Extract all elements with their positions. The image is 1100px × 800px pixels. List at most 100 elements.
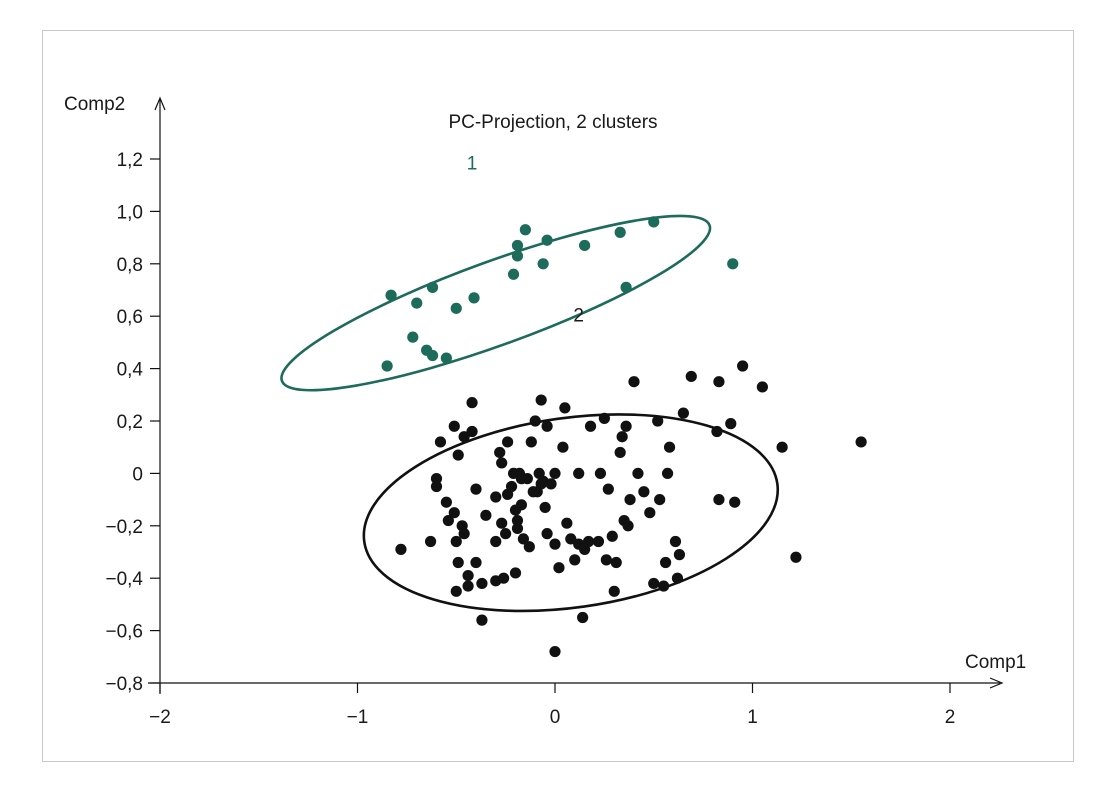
cluster-2-point (573, 467, 585, 479)
y-tick-label: 1,2 (117, 150, 143, 171)
cluster-2-point (711, 425, 723, 438)
cluster-2-point (442, 514, 454, 527)
cluster-2-point (663, 441, 676, 453)
cluster-2-point (602, 483, 614, 495)
cluster-1-point (541, 234, 553, 246)
cluster-2-point (452, 556, 464, 569)
cluster-2-point (395, 543, 407, 555)
cluster-2-point (652, 415, 664, 427)
cluster-2-point (448, 507, 460, 519)
cluster-2-point (671, 572, 684, 584)
cluster-2-point (549, 467, 561, 479)
cluster-2-point (654, 494, 666, 506)
cluster-2-point (713, 494, 725, 506)
cluster-2-point (525, 436, 537, 448)
cluster-2-point (496, 457, 508, 469)
cluster-1-point (614, 226, 626, 238)
cluster-2-point (470, 483, 482, 495)
cluster-2-point (620, 420, 632, 432)
cluster-2-point (450, 535, 462, 548)
cluster-2-point (500, 528, 512, 540)
cluster-1-ellipse (280, 214, 712, 392)
cluster-2-point (644, 507, 656, 519)
cluster-2-point (616, 431, 628, 443)
cluster-2-point (539, 501, 551, 514)
cluster-2-point (614, 446, 626, 459)
cluster-1-point (426, 349, 439, 362)
cluster-2-point (638, 486, 650, 498)
cluster-2-point (569, 554, 581, 566)
cluster-2-point (496, 517, 508, 529)
cluster-2-point (582, 535, 595, 548)
cluster-1-point (648, 216, 660, 228)
cluster-2-point (430, 480, 443, 493)
cluster-2-point (535, 394, 547, 406)
cluster-2-point (610, 556, 622, 569)
cluster-2-point (541, 420, 553, 432)
cluster-2-point (480, 509, 492, 521)
cluster-1-point (511, 250, 524, 262)
y-tick-label: 0 (132, 464, 143, 485)
cluster-2-point (592, 535, 605, 548)
cluster-2-point (498, 572, 510, 584)
cluster-2-point (559, 402, 571, 414)
cluster-ellipses (280, 214, 780, 613)
x-axis-arrow (989, 677, 1004, 689)
cluster-2-point (557, 441, 569, 453)
cluster-1-point (440, 352, 452, 364)
cluster-2-point (458, 431, 470, 443)
cluster-2-point (565, 533, 577, 545)
cluster-2-point (725, 418, 737, 430)
cluster-2-point (713, 376, 725, 388)
cluster-1-point (579, 239, 591, 252)
cluster-1-point (385, 289, 397, 301)
cluster-2-point (737, 360, 749, 372)
cluster-2-point (470, 556, 482, 569)
cluster-2-point (661, 467, 674, 479)
cluster-2-point (511, 522, 524, 535)
axes (148, 96, 1004, 694)
ticks: −2 −1 0 1 21,21,00,80,60,40,20−0,2−0,4−0,6−0… (105, 150, 955, 728)
cluster-2-point (549, 538, 561, 550)
cluster-2-point (490, 535, 502, 548)
cluster-2-point (517, 533, 530, 545)
cluster-2-point (462, 569, 474, 582)
cluster-2-point (561, 517, 573, 529)
x-tick-label: 2 (945, 707, 956, 728)
cluster-2-point (577, 611, 589, 624)
x-axis-label: Comp1 (965, 652, 1026, 673)
cluster-label-1: 1 (467, 153, 478, 174)
cluster-2-point (434, 436, 447, 448)
y-tick-label: 0,8 (117, 255, 143, 276)
cluster-2-point (553, 562, 565, 574)
cluster-labels: 12 (467, 153, 584, 326)
y-tick-label: 0,2 (117, 412, 143, 433)
y-tick-label: −0,4 (105, 569, 143, 590)
cluster-2-point (600, 554, 612, 566)
cluster-1-point (468, 292, 480, 304)
cluster-1-point (407, 331, 419, 343)
cluster-2-point (628, 376, 640, 388)
y-axis-arrow (154, 96, 166, 111)
cluster-2-point (606, 530, 618, 542)
cluster-2-point (509, 567, 522, 579)
cluster-1-point (426, 281, 439, 293)
y-tick-label: −0,8 (105, 674, 143, 695)
cluster-2-point (523, 541, 535, 553)
cluster-2-point (521, 473, 533, 485)
cluster-2-point (452, 449, 464, 461)
cluster-2-point (466, 397, 478, 409)
cluster-2-point (598, 412, 610, 424)
cluster-2-point (790, 551, 802, 563)
cluster-1-point (511, 239, 524, 252)
cluster-2-point (648, 577, 660, 590)
x-tick-label: −1 (347, 707, 369, 728)
cluster-2-point (466, 425, 478, 438)
cluster-2-point (511, 514, 524, 527)
cluster-2-point (685, 370, 697, 383)
cluster-1-point (507, 268, 520, 280)
cluster-2-point (584, 420, 597, 432)
cluster-label-2: 2 (573, 305, 584, 326)
cluster-1-point (537, 258, 549, 270)
